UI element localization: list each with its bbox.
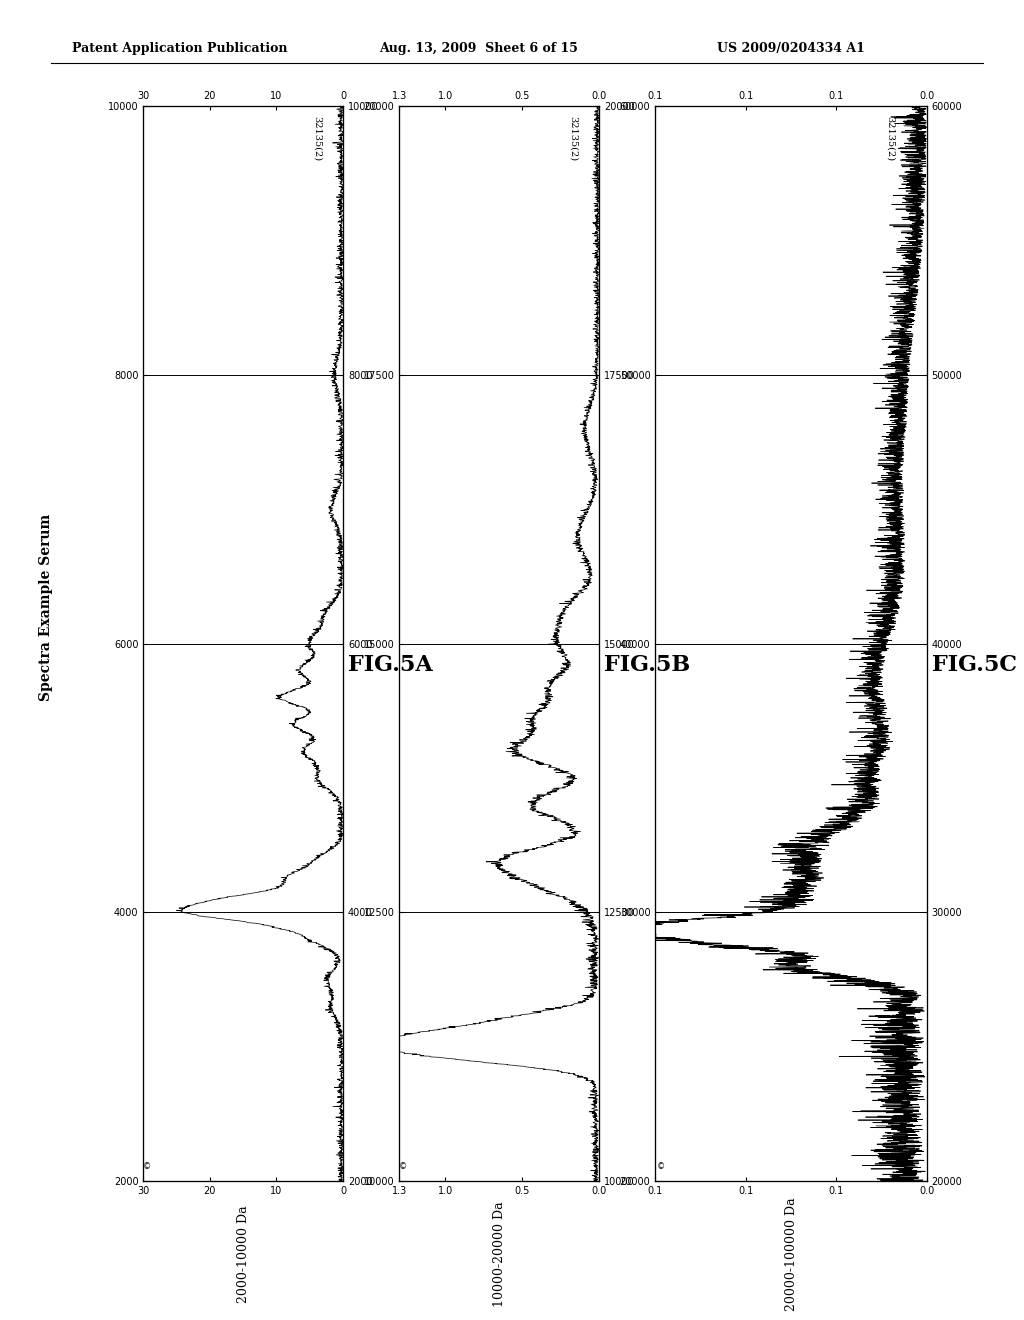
- Text: ©: ©: [656, 1162, 665, 1171]
- Text: 32135(2): 32135(2): [886, 116, 895, 161]
- Text: 32135(2): 32135(2): [313, 116, 323, 161]
- Text: FIG.5A: FIG.5A: [348, 653, 433, 676]
- Text: US 2009/0204334 A1: US 2009/0204334 A1: [717, 42, 864, 55]
- Text: Aug. 13, 2009  Sheet 6 of 15: Aug. 13, 2009 Sheet 6 of 15: [379, 42, 578, 55]
- Text: ©: ©: [143, 1162, 152, 1171]
- Text: 2000-10000 Da: 2000-10000 Da: [237, 1205, 250, 1303]
- Text: Spectra Example Serum: Spectra Example Serum: [39, 513, 53, 701]
- Text: 32135(2): 32135(2): [569, 116, 579, 161]
- Text: 20000-100000 Da: 20000-100000 Da: [784, 1197, 798, 1311]
- Text: FIG.5B: FIG.5B: [604, 653, 690, 676]
- Text: ©: ©: [399, 1162, 408, 1171]
- Text: FIG.5C: FIG.5C: [932, 653, 1017, 676]
- Text: 10000-20000 Da: 10000-20000 Da: [493, 1201, 506, 1307]
- Text: Patent Application Publication: Patent Application Publication: [72, 42, 287, 55]
